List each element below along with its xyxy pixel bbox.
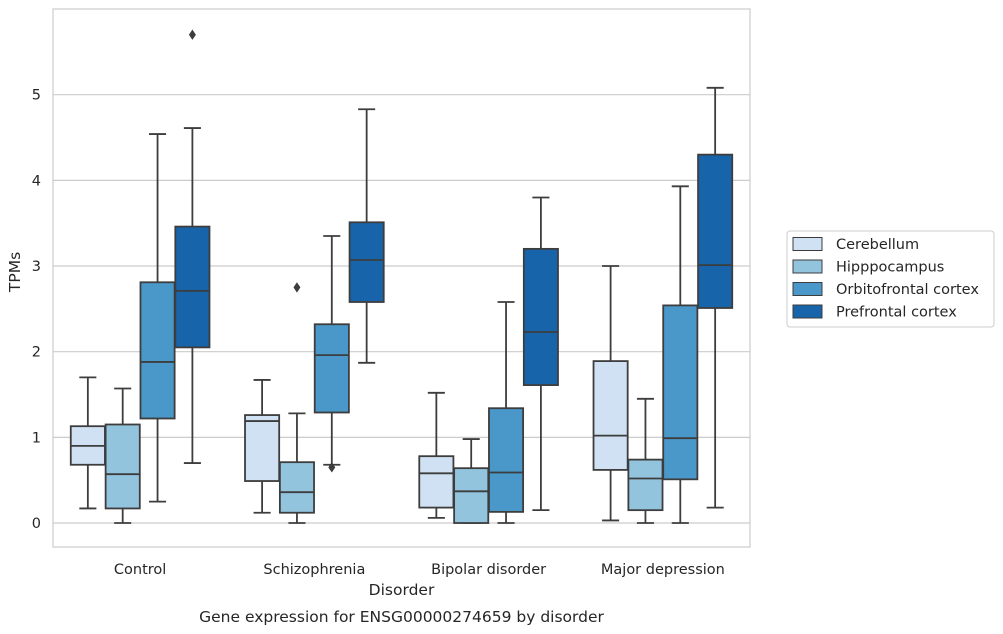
legend: Cerebellum Hipppocampus Orbitofrontal cort… <box>786 230 995 328</box>
x-tick-labels: Control Schizophrenia Bipolar disorder Majo… <box>114 562 725 578</box>
legend-item-4: Prefrontal cortex <box>792 304 957 321</box>
box-iqr <box>348 221 385 303</box>
legend-swatch <box>792 304 823 319</box>
y-tick-label: 1 <box>32 430 41 446</box>
box-iqr <box>104 423 141 510</box>
y-tick-label: 3 <box>32 259 41 275</box>
box-iqr <box>453 467 490 524</box>
y-tick-label: 2 <box>32 345 41 361</box>
box-iqr <box>592 360 629 471</box>
box-iqr <box>244 414 281 482</box>
box-2-1 <box>244 379 281 514</box>
outlier-point <box>328 462 336 473</box>
box-2-3 <box>313 235 350 473</box>
box-iqr <box>627 458 664 512</box>
legend-swatch <box>792 282 823 296</box>
box-4-3 <box>662 185 699 524</box>
plot-frame <box>52 8 751 548</box>
legend-label: Orbitofrontal cortex <box>836 282 979 298</box>
legend-item-3: Orbitofrontal cortex <box>792 282 979 298</box>
box-3-2 <box>453 438 490 524</box>
box-iqr <box>662 304 699 481</box>
legend-label: Hipppocampus <box>836 260 944 276</box>
box-iqr <box>278 461 315 514</box>
box-3-1 <box>418 391 455 519</box>
box-4-1 <box>592 265 629 522</box>
legend-swatch <box>792 259 823 274</box>
legend-frame <box>786 230 995 328</box>
box-3-4 <box>522 196 559 512</box>
box-2-2 <box>278 282 315 524</box>
box-1-2 <box>104 387 141 524</box>
outlier-point <box>293 282 301 293</box>
legend-label: Cerebellum <box>836 237 919 253</box>
y-axis-label: TPMs <box>6 252 24 293</box>
legend-items: Cerebellum Hipppocampus Orbitofrontal cort… <box>792 237 979 321</box>
box-1-3 <box>139 133 176 503</box>
box-groups <box>69 29 734 524</box>
x-axis-label: Disorder <box>369 581 435 599</box>
box-2-4 <box>348 108 385 364</box>
box-iqr <box>697 153 734 309</box>
chart-caption: Gene expression for ENSG00000274659 by d… <box>199 608 604 626</box>
x-tick-label: Schizophrenia <box>263 562 365 578</box>
box-3-3 <box>488 301 525 524</box>
legend-swatch <box>792 237 823 251</box>
y-tick-label: 4 <box>32 173 41 189</box>
box-iqr <box>139 281 176 420</box>
outlier-point <box>188 29 196 40</box>
legend-item-1: Cerebellum <box>792 237 919 253</box>
y-tick-labels: 0 1 2 3 4 5 <box>32 88 41 532</box>
box-iqr <box>313 323 350 414</box>
legend-label: Prefrontal cortex <box>836 305 957 321</box>
legend-item-2: Hipppocampus <box>792 259 944 276</box>
box-4-2 <box>627 397 664 524</box>
box-iqr <box>488 407 525 513</box>
x-tick-label: Bipolar disorder <box>431 562 546 578</box>
box-iqr <box>174 225 211 349</box>
x-tick-label: Major depression <box>601 562 725 578</box>
x-tick-label: Control <box>114 562 166 578</box>
box-4-4 <box>697 86 734 509</box>
box-1-1 <box>69 376 106 510</box>
box-iqr <box>418 455 455 509</box>
y-tick-label: 0 <box>32 516 41 532</box>
box-iqr <box>522 247 559 386</box>
y-tick-label: 5 <box>32 88 41 104</box>
box-1-4 <box>174 29 211 464</box>
